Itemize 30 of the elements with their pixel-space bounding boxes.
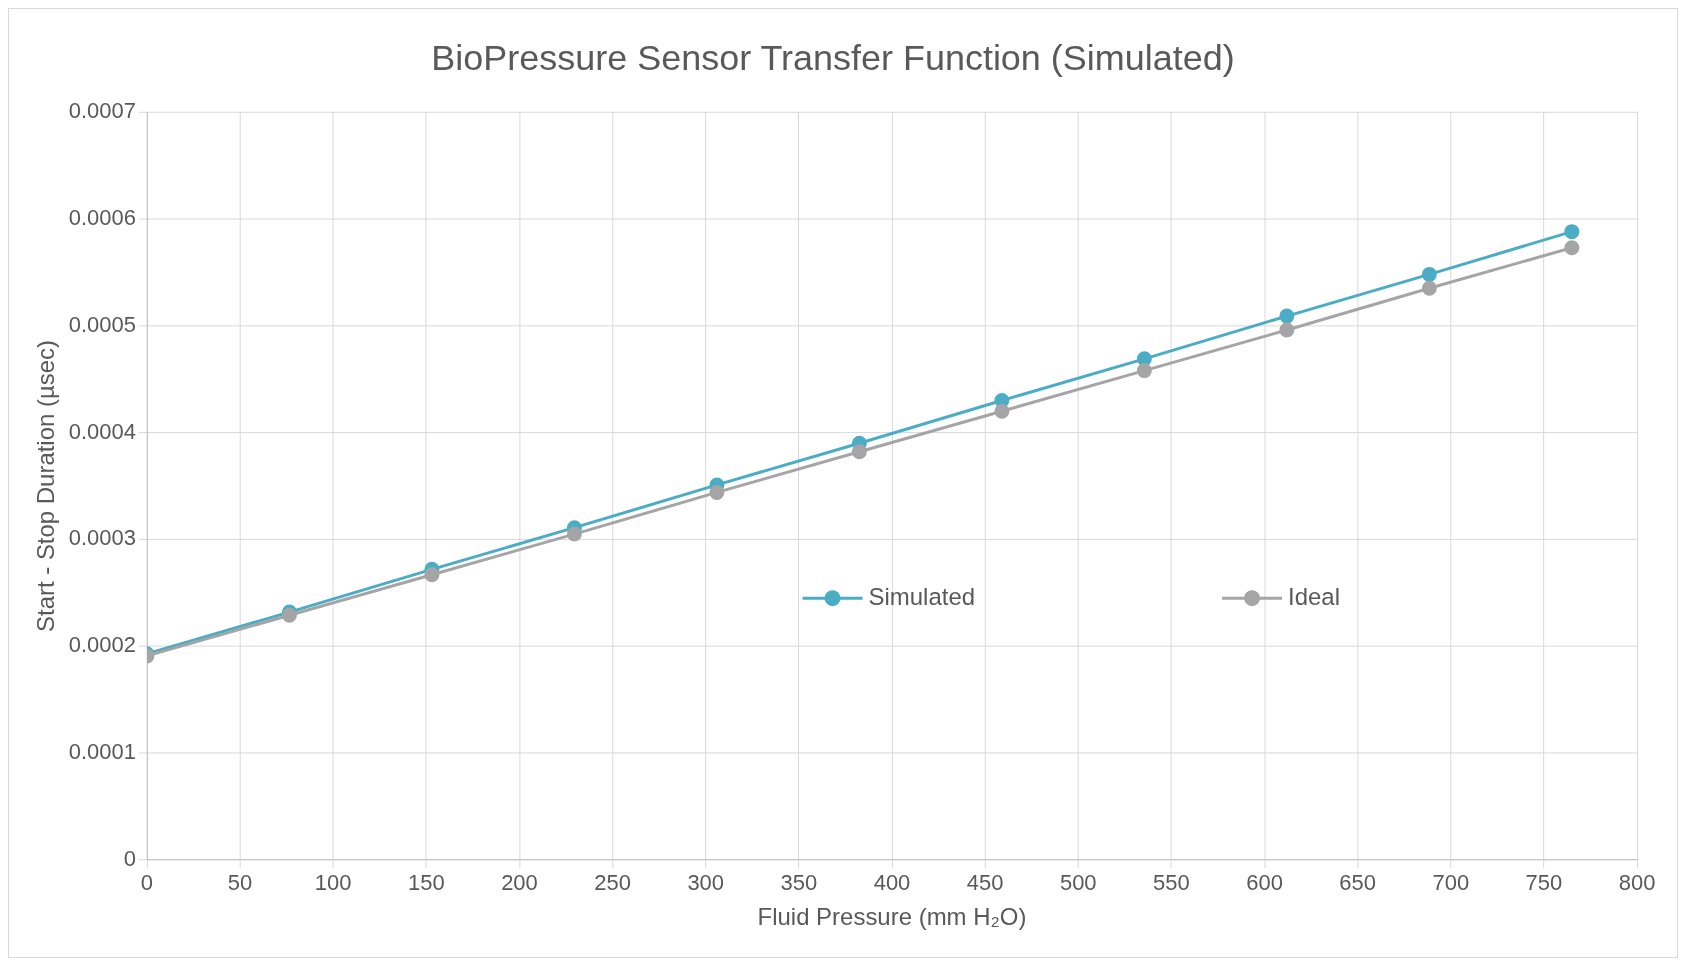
x-tick-label: 350 [780, 870, 818, 896]
x-tick-label: 300 [687, 870, 725, 896]
y-tick-label: 0 [123, 846, 136, 872]
x-axis-title: Fluid Pressure (mm H₂O) [757, 903, 1027, 931]
y-tick-label: 0.0004 [68, 418, 136, 444]
y-tick-label: 0.0002 [68, 632, 136, 658]
y-tick-label: 0.0003 [68, 525, 136, 551]
y-tick-label: 0.0005 [68, 311, 136, 337]
x-tick-label: 50 [227, 870, 253, 896]
x-tick-label: 800 [1618, 870, 1656, 896]
x-tick-label: 600 [1246, 870, 1283, 896]
x-tick-label: 200 [501, 870, 538, 896]
y-axis-title: Start - Stop Duration (µsec) [31, 340, 59, 632]
y-tick-label: 0.0007 [68, 98, 136, 124]
x-tick-label: 550 [1153, 870, 1190, 896]
x-tick-label: 700 [1432, 870, 1470, 896]
x-tick-label: 100 [314, 870, 352, 896]
y-tick-label: 0.0006 [68, 204, 136, 230]
y-tick-label: 0.0001 [68, 739, 136, 765]
legend-label: Simulated [868, 582, 976, 610]
x-tick-label: 0 [140, 870, 154, 896]
legend-label: Ideal [1288, 582, 1340, 610]
x-tick-label: 500 [1059, 870, 1097, 896]
x-tick-label: 250 [594, 870, 631, 896]
x-tick-label: 400 [873, 870, 911, 896]
x-tick-label: 450 [966, 870, 1004, 896]
x-tick-label: 150 [407, 870, 445, 896]
chart-title: BioPressure Sensor Transfer Function (Simulated) [431, 37, 1235, 79]
x-tick-label: 750 [1525, 870, 1563, 896]
x-tick-label: 650 [1339, 870, 1376, 896]
